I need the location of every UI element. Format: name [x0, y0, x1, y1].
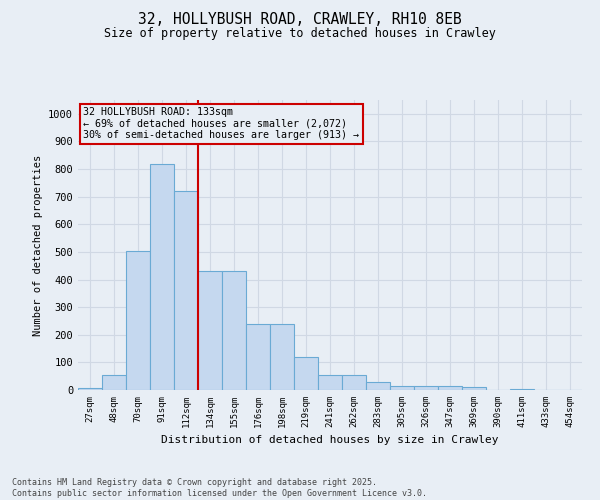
- Bar: [510, 388, 534, 390]
- Bar: [126, 250, 150, 390]
- Bar: [366, 382, 390, 390]
- Bar: [270, 324, 294, 390]
- Bar: [438, 386, 462, 390]
- Text: Contains HM Land Registry data © Crown copyright and database right 2025.
Contai: Contains HM Land Registry data © Crown c…: [12, 478, 427, 498]
- Bar: [102, 375, 126, 390]
- Bar: [78, 388, 102, 390]
- Bar: [414, 386, 438, 390]
- Text: Size of property relative to detached houses in Crawley: Size of property relative to detached ho…: [104, 28, 496, 40]
- Bar: [294, 357, 318, 390]
- X-axis label: Distribution of detached houses by size in Crawley: Distribution of detached houses by size …: [161, 436, 499, 446]
- Bar: [462, 386, 486, 390]
- Bar: [318, 375, 342, 390]
- Bar: [150, 164, 174, 390]
- Bar: [342, 375, 366, 390]
- Text: 32 HOLLYBUSH ROAD: 133sqm
← 69% of detached houses are smaller (2,072)
30% of se: 32 HOLLYBUSH ROAD: 133sqm ← 69% of detac…: [83, 108, 359, 140]
- Y-axis label: Number of detached properties: Number of detached properties: [32, 154, 43, 336]
- Bar: [246, 324, 270, 390]
- Text: 32, HOLLYBUSH ROAD, CRAWLEY, RH10 8EB: 32, HOLLYBUSH ROAD, CRAWLEY, RH10 8EB: [138, 12, 462, 28]
- Bar: [222, 271, 246, 390]
- Bar: [174, 191, 198, 390]
- Bar: [198, 271, 222, 390]
- Bar: [390, 386, 414, 390]
